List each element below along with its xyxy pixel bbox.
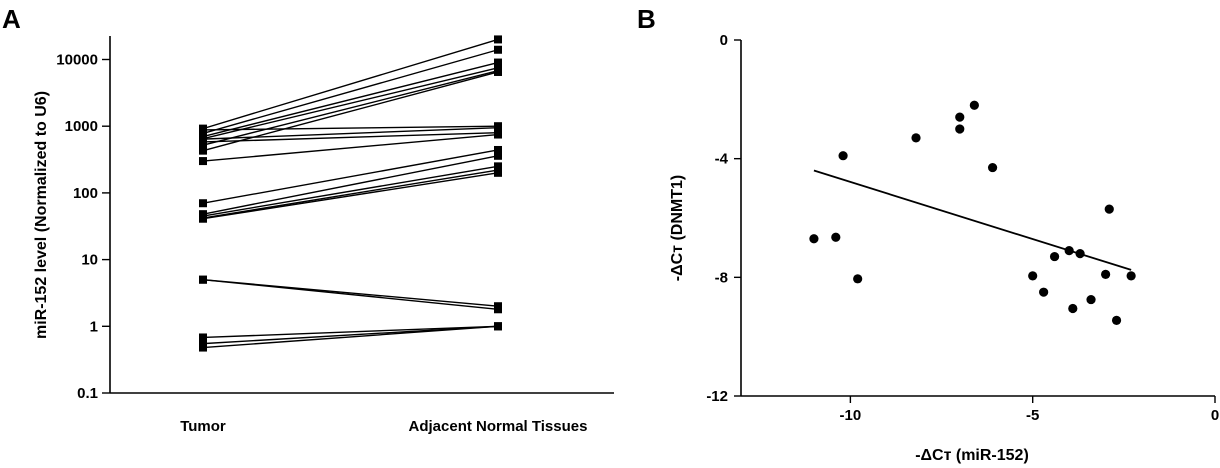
panel-a-y-tick-label: 1 (90, 318, 98, 335)
panel-a-data-marker (199, 214, 207, 223)
panel-a-data-marker (494, 58, 502, 67)
panel-a-pair-line (202, 61, 499, 138)
panel-a-pair-line (202, 169, 499, 219)
panel-a-data-marker (199, 333, 207, 342)
panel-b-data-point (955, 112, 965, 122)
panel-a-y-tick-label: 10000 (56, 52, 98, 69)
panel-a-x-tick-label: Tumor (180, 418, 226, 435)
panel-a-x-tick-label: Adjacent Normal Tissues (409, 418, 588, 435)
panel-b-data-point (1068, 303, 1078, 314)
panel-a-data-marker (494, 145, 502, 154)
panel-a-data-marker (494, 35, 502, 44)
panel-b-chart: 0 -4 -8 -12 -10 -5 0 -ΔCт (DNMT1) -ΔCт (miR-1… (669, 32, 1219, 464)
panel-b-data-point (1049, 251, 1060, 262)
panel-a-y-tick-label: 0.1 (77, 385, 98, 402)
panel-a-data-marker (199, 275, 207, 284)
panel-b-letter: B (637, 4, 656, 34)
panel-a-pair-line (202, 67, 499, 140)
panel-a-data-marker (494, 151, 502, 160)
panel-b-y-tick-label: -12 (706, 388, 728, 405)
panel-a-y-tick-label: 10 (81, 252, 98, 269)
panel-a-data-marker (494, 123, 502, 132)
panel-a-data-marker (494, 130, 502, 139)
panel-a-pair-line (202, 325, 499, 339)
panel-a-pair-line (202, 325, 499, 349)
panel-b-x-tick-label: -10 (840, 407, 862, 424)
panel-b-data-point (1039, 287, 1049, 297)
panel-a-pair-line (202, 125, 499, 131)
panel-b-x-tick-label: 0 (1211, 407, 1219, 424)
panel-b-data-point (838, 151, 848, 161)
panel-a-pair-line (202, 278, 499, 310)
panel-b-data-point (911, 133, 921, 143)
panel-b-y-axis-title: -ΔCт (DNMT1) (669, 175, 686, 281)
panel-a-data-marker (199, 199, 207, 208)
panel-a-pair-line (202, 172, 499, 220)
panel-b-data-point (809, 234, 819, 244)
panel-a-pair-line (202, 165, 499, 217)
panel-a-data-marker (199, 146, 207, 155)
panel-a-pair-line (202, 133, 499, 162)
panel-a-y-tick-label: 100 (73, 185, 98, 202)
panel-a-data-marker (494, 322, 502, 331)
panel-a-pair-line (202, 149, 499, 204)
panel-a-data-marker (199, 125, 207, 134)
panel-b-data-point (1075, 249, 1085, 259)
panel-a-data-marker (494, 168, 502, 177)
panel-b-data-point (1126, 271, 1136, 281)
panel-b-data-point (987, 162, 998, 173)
panel-a-pair-line (202, 126, 499, 140)
panel-a-data-marker (494, 45, 502, 54)
panel-b-data-point (1086, 294, 1096, 305)
panel-b-data-point (1111, 315, 1122, 325)
panel-b-y-tick-label: -4 (715, 151, 729, 168)
panel-b-data-point (1028, 271, 1038, 281)
panel-b-data-point (955, 124, 965, 134)
panel-b-data-point (853, 274, 863, 284)
panel-b-data-point (1101, 269, 1111, 279)
panel-a-y-axis-title: miR-152 level (Normalized to U6) (33, 91, 50, 339)
panel-a-pair-line (202, 131, 499, 143)
panel-a-data-marker (199, 157, 207, 166)
panel-a-pair-line (202, 69, 499, 146)
panel-b-x-tick-label: -5 (1026, 407, 1039, 424)
panel-a-data-marker (199, 137, 207, 146)
panel-a-chart: 0.1 1 10 100 1000 10000 Tumor Adjacent Normal … (33, 35, 614, 435)
panel-b-data-point (969, 100, 979, 110)
panel-b-data-point (1104, 204, 1114, 214)
panel-a-data-marker (494, 67, 502, 76)
panel-a-pair-line (202, 155, 499, 215)
panel-b-x-axis-title: -ΔCт (miR-152) (915, 447, 1029, 464)
panel-a-data-marker (199, 343, 207, 352)
panel-a-letter: A (2, 4, 21, 34)
panel-a-pair-line (202, 38, 499, 130)
panel-a-pair-line (202, 49, 499, 135)
panel-a-y-tick-label: 1000 (65, 118, 98, 135)
panel-b-y-tick-label: -8 (715, 269, 728, 286)
panel-b-data-point (1064, 246, 1074, 256)
panel-b-data-point (831, 232, 841, 242)
panel-a-data-marker (494, 305, 502, 314)
panel-b-y-tick-label: 0 (720, 32, 728, 49)
